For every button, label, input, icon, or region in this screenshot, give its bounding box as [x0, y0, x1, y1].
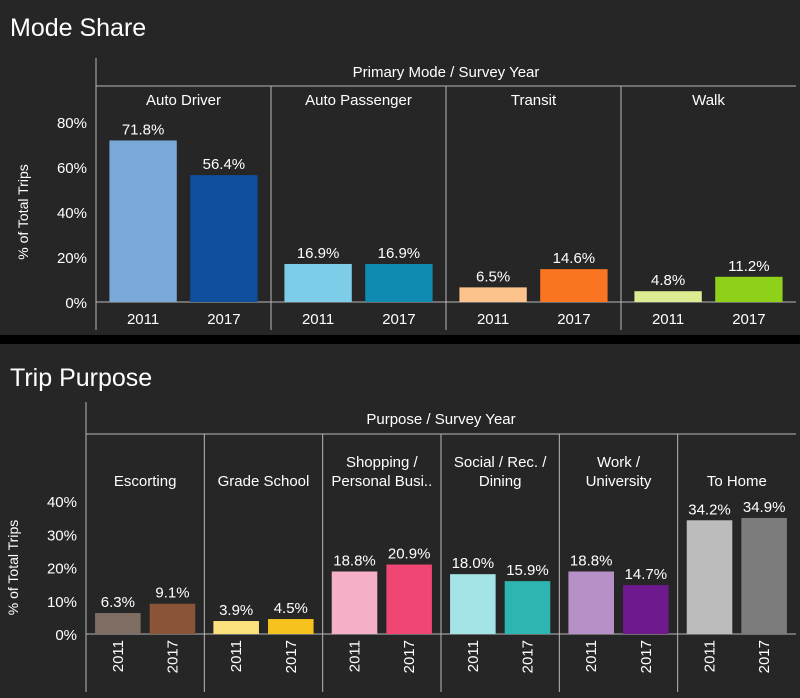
- chart-header: Purpose / Survey Year: [366, 411, 515, 428]
- data-label: 15.9%: [506, 562, 549, 579]
- x-tick-label: 2011: [702, 640, 719, 672]
- x-tick-label: 2017: [207, 311, 240, 328]
- data-label: 4.8%: [651, 272, 685, 289]
- data-label: 16.9%: [297, 245, 340, 262]
- group-label: Auto Driver: [146, 92, 221, 109]
- bar: [687, 520, 733, 634]
- mode-share-chart: Primary Mode / Survey Year % of Total Tri…: [0, 0, 800, 335]
- data-label: 3.9%: [219, 602, 253, 619]
- data-label: 34.9%: [743, 499, 786, 516]
- x-tick-label: 2017: [519, 640, 536, 673]
- bar: [150, 604, 196, 634]
- y-axis-title: % of Total Trips: [15, 164, 31, 259]
- bar: [284, 264, 351, 302]
- data-label: 18.8%: [333, 552, 376, 569]
- group-label: Auto Passenger: [305, 92, 412, 109]
- y-tick-label: 40%: [57, 205, 87, 222]
- y-tick-label: 80%: [57, 115, 87, 132]
- x-tick-label: 2011: [477, 311, 509, 328]
- data-label: 56.4%: [203, 156, 246, 173]
- group-label: Transit: [511, 92, 557, 109]
- y-axis-title: % of Total Trips: [5, 520, 21, 615]
- y-tick-label: 0%: [65, 295, 87, 312]
- bar: [715, 277, 782, 302]
- chart-header: Primary Mode / Survey Year: [353, 64, 540, 81]
- mode-share-panel: Mode Share Primary Mode / Survey Year% o…: [0, 0, 800, 335]
- group-label: Shopping /: [346, 454, 419, 471]
- data-label: 71.8%: [122, 121, 165, 138]
- group-label: To Home: [707, 473, 767, 490]
- bar: [568, 571, 614, 634]
- x-tick-label: 2011: [302, 311, 334, 328]
- bar: [213, 621, 259, 634]
- trip-purpose-panel: Trip Purpose Purpose / Survey Year% of T…: [0, 344, 800, 698]
- y-tick-label: 20%: [47, 561, 77, 578]
- x-tick-label: 2017: [401, 640, 418, 673]
- bar: [623, 585, 669, 634]
- x-tick-label: 2011: [652, 311, 684, 328]
- x-tick-label: 2017: [638, 640, 655, 673]
- group-label: Walk: [692, 92, 725, 109]
- bar: [95, 613, 141, 634]
- data-label: 4.5%: [274, 600, 308, 617]
- trip-purpose-chart: Purpose / Survey Year % of Total Trips 0% 1…: [0, 344, 800, 698]
- y-tick-label: 0%: [55, 627, 77, 644]
- y-tick-label: 40%: [47, 494, 77, 511]
- bar: [365, 264, 432, 302]
- bar: [332, 571, 378, 634]
- data-label: 18.0%: [452, 555, 495, 572]
- data-label: 11.2%: [728, 258, 769, 275]
- data-label: 14.6%: [553, 250, 596, 267]
- group-label: Dining: [479, 473, 522, 490]
- bar: [505, 581, 551, 634]
- data-label: 16.9%: [378, 245, 421, 262]
- data-label: 6.3%: [101, 594, 135, 611]
- group-label: Grade School: [218, 473, 310, 490]
- x-tick-label: 2011: [228, 640, 245, 672]
- data-label: 20.9%: [388, 546, 431, 563]
- data-label: 9.1%: [155, 585, 189, 602]
- data-label: 6.5%: [476, 268, 510, 285]
- group-label: Work /: [597, 454, 641, 471]
- bar: [109, 140, 176, 302]
- group-label: University: [586, 473, 652, 490]
- x-tick-label: 2017: [283, 640, 300, 673]
- x-tick-label: 2011: [465, 640, 482, 672]
- y-tick-label: 60%: [57, 160, 87, 177]
- bar: [540, 269, 607, 302]
- group-label: Escorting: [114, 473, 177, 490]
- bar: [268, 619, 314, 634]
- bar: [741, 518, 787, 634]
- x-tick-label: 2011: [583, 640, 600, 672]
- y-tick-label: 10%: [47, 594, 77, 611]
- data-label: 34.2%: [688, 501, 731, 518]
- bar: [459, 287, 526, 302]
- y-tick-label: 20%: [57, 250, 87, 267]
- bar: [634, 291, 701, 302]
- x-tick-label: 2017: [756, 640, 773, 673]
- x-tick-label: 2017: [382, 311, 415, 328]
- y-tick-label: 30%: [47, 527, 77, 544]
- x-tick-label: 2017: [164, 640, 181, 673]
- bar: [190, 175, 257, 302]
- data-label: 14.7%: [625, 566, 668, 583]
- data-label: 18.8%: [570, 552, 613, 569]
- x-tick-label: 2011: [110, 640, 127, 672]
- x-tick-label: 2011: [347, 640, 364, 672]
- bar: [386, 565, 432, 634]
- x-tick-label: 2017: [557, 311, 590, 328]
- group-label: Personal Busi..: [331, 473, 432, 490]
- x-tick-label: 2011: [127, 311, 159, 328]
- group-label: Social / Rec. /: [454, 454, 547, 471]
- x-tick-label: 2017: [732, 311, 765, 328]
- bar: [450, 574, 496, 634]
